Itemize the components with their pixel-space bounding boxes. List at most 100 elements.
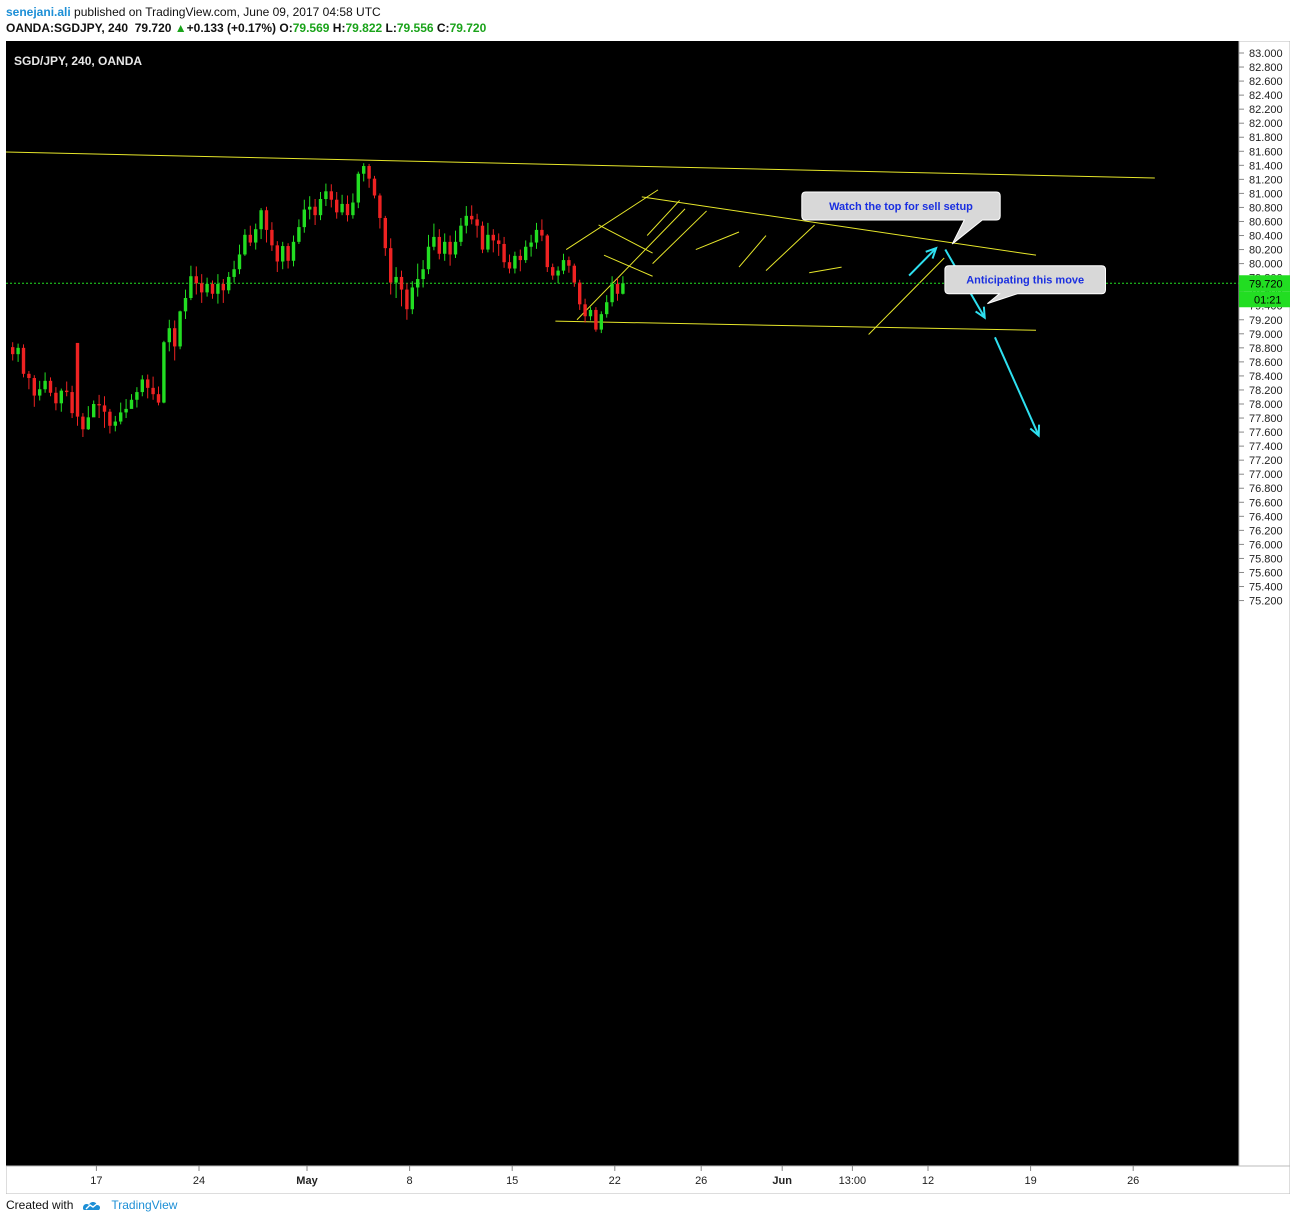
candle-down — [54, 392, 58, 404]
author-link[interactable]: senejani.ali — [6, 5, 71, 19]
price-tick-label: 75.600 — [1249, 567, 1283, 579]
candle-down — [470, 215, 474, 220]
trendline — [652, 210, 707, 264]
candle-up — [426, 246, 431, 270]
price-tick-label: 80.600 — [1249, 216, 1283, 228]
price-tick-label: 77.600 — [1249, 427, 1283, 439]
candle-down — [221, 283, 225, 291]
candle-down — [70, 392, 74, 414]
price-tick-label: 78.600 — [1249, 357, 1283, 369]
trendline — [598, 224, 653, 254]
callouts-layer: Watch the top for sell setup Anticipating… — [801, 191, 1106, 305]
candle-down — [248, 234, 252, 243]
candle-down — [21, 347, 26, 374]
price-tick-label: 76.800 — [1249, 483, 1283, 495]
callout-text: Watch the top for sell setup — [829, 201, 973, 213]
callout-text: Anticipating this move — [966, 275, 1084, 287]
price-tick-label: 80.800 — [1249, 202, 1283, 214]
open-value: 79.569 — [292, 21, 330, 35]
time-axis[interactable]: 17 24 May 8 15 22 26 Jun 13:00 12 19 26 — [90, 1166, 1139, 1187]
countdown-label-bg — [1239, 291, 1290, 308]
trendline — [555, 320, 1037, 331]
candle-down — [345, 203, 350, 216]
candle-up — [232, 269, 236, 277]
price-tick-label: 81.200 — [1249, 174, 1283, 186]
price-tick-label: 78.400 — [1249, 371, 1283, 383]
candle-down — [102, 405, 107, 412]
price-tick-label: 76.400 — [1249, 511, 1283, 523]
trendline — [765, 224, 815, 271]
chart-area[interactable]: SGD/JPY, 240, OANDA Watch the top for se… — [4, 40, 1291, 1195]
candle-down — [437, 236, 441, 254]
price-tick-label: 80.000 — [1249, 259, 1283, 271]
candle-up — [205, 283, 209, 293]
tradingview-brand-link[interactable]: TradingView — [111, 1198, 178, 1212]
candle-down — [389, 248, 393, 283]
candle-up — [254, 229, 258, 243]
trendline — [4, 151, 1155, 179]
candle-up — [237, 254, 242, 270]
time-tick-label: 12 — [922, 1175, 934, 1187]
trendline — [809, 266, 842, 274]
candle-down — [32, 378, 36, 396]
trendline — [646, 200, 680, 236]
candle-up — [513, 255, 517, 269]
candle-down — [146, 379, 150, 388]
candle-down — [108, 411, 112, 426]
price-tick-label: 81.800 — [1249, 132, 1283, 144]
candle-down — [497, 240, 501, 244]
publish-line: senejani.ali published on TradingView.co… — [6, 4, 486, 20]
candle-up — [416, 279, 420, 288]
publish-header: senejani.ali published on TradingView.co… — [6, 4, 486, 36]
high-value: 79.822 — [345, 21, 383, 35]
price-tick-label: 80.400 — [1249, 231, 1283, 243]
candle-up — [351, 202, 355, 216]
trendline — [868, 257, 945, 335]
tradingview-logo-icon — [83, 1202, 101, 1210]
price-tick-label: 83.000 — [1249, 48, 1283, 60]
callout-bubble[interactable] — [944, 265, 1106, 305]
candle-down — [383, 217, 387, 249]
candle-up — [529, 242, 533, 247]
price-tick-label: 82.800 — [1249, 62, 1283, 74]
price-tick-label: 76.000 — [1249, 539, 1283, 551]
candle-down — [151, 387, 155, 395]
candle-down — [48, 380, 53, 393]
close-value: 79.720 — [449, 21, 487, 35]
time-tick-label: May — [296, 1175, 318, 1187]
candle-down — [578, 282, 582, 305]
price-tick-label: 77.800 — [1249, 413, 1283, 425]
candle-down — [75, 342, 80, 417]
price-chart[interactable]: SGD/JPY, 240, OANDA Watch the top for se… — [4, 40, 1291, 1195]
candle-down — [583, 304, 587, 317]
candle-down — [264, 210, 269, 230]
candle-up — [129, 399, 134, 409]
candle-down — [399, 276, 404, 290]
candle-down — [367, 166, 371, 179]
candle-down — [372, 178, 377, 196]
candle-up — [183, 297, 188, 312]
price-tick-label: 77.000 — [1249, 469, 1283, 481]
candle-down — [502, 243, 506, 263]
candle-down — [518, 255, 522, 261]
candle-down — [194, 276, 198, 284]
price-tick-label: 75.800 — [1249, 553, 1283, 565]
candle-down — [507, 262, 512, 269]
price-axis[interactable]: 83.000 82.800 82.600 82.400 82.200 82.000 81.8… — [1239, 48, 1290, 608]
candle-down — [286, 246, 290, 261]
candle-down — [81, 416, 85, 430]
time-tick-label: 15 — [506, 1175, 518, 1187]
arrow-head-icon — [925, 246, 938, 259]
arrow-head-icon — [1029, 424, 1041, 438]
price-tick-label: 81.600 — [1249, 146, 1283, 158]
candle-down — [275, 245, 279, 262]
candle-down — [65, 390, 69, 393]
price-tick-label: 75.200 — [1249, 596, 1283, 608]
candle-down — [540, 229, 544, 236]
candle-up — [599, 314, 603, 330]
price-tick-label: 78.800 — [1249, 343, 1283, 355]
callout-bubble[interactable] — [801, 191, 1001, 245]
price-change: +0.133 (+0.17%) — [186, 21, 277, 35]
price-tick-label: 82.000 — [1249, 118, 1283, 130]
candle-up — [308, 206, 312, 210]
